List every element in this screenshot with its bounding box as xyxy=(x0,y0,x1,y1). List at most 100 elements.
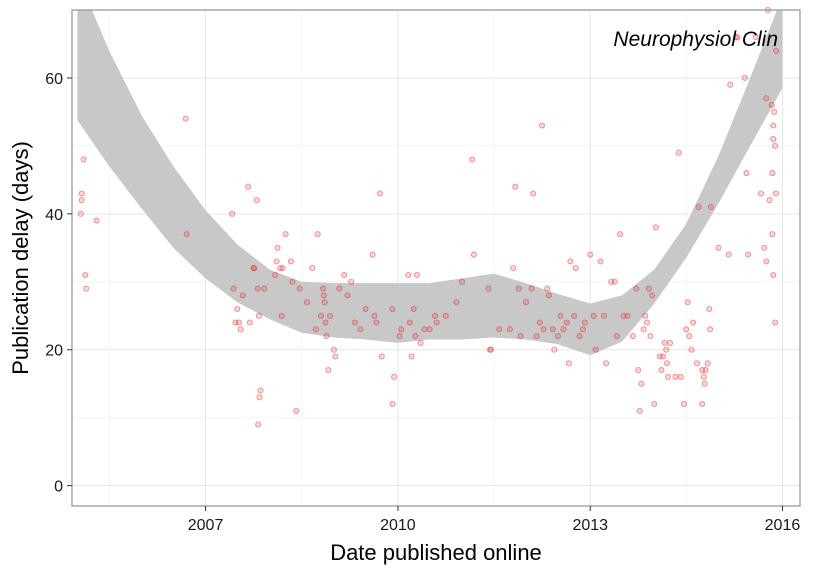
data-point xyxy=(650,293,655,298)
data-point xyxy=(434,320,439,325)
data-point xyxy=(529,286,534,291)
data-point xyxy=(422,327,427,332)
data-point xyxy=(390,306,395,311)
data-point xyxy=(546,293,551,298)
data-point xyxy=(79,198,84,203)
data-point xyxy=(258,388,263,393)
x-tick-label: 2010 xyxy=(380,517,416,534)
data-point xyxy=(646,286,651,291)
data-point xyxy=(773,191,778,196)
data-point xyxy=(630,334,635,339)
data-point xyxy=(541,327,546,332)
data-point xyxy=(81,157,86,162)
data-point xyxy=(321,293,326,298)
data-point xyxy=(407,320,412,325)
journal-annotation: Neurophysiol Clin xyxy=(613,28,778,51)
data-point xyxy=(313,327,318,332)
data-point xyxy=(255,286,260,291)
data-point xyxy=(580,327,585,332)
data-point xyxy=(531,191,536,196)
data-point xyxy=(333,354,338,359)
data-point xyxy=(577,334,582,339)
data-point xyxy=(324,334,329,339)
y-axis-title: Publication delay (days) xyxy=(8,141,33,375)
data-point xyxy=(390,402,395,407)
data-point xyxy=(337,286,342,291)
data-point xyxy=(294,408,299,413)
data-point xyxy=(676,150,681,155)
data-point xyxy=(238,327,243,332)
data-point xyxy=(349,279,354,284)
data-point xyxy=(705,361,710,366)
data-point xyxy=(726,252,731,257)
data-point xyxy=(358,327,363,332)
y-axis-ticks: 0204060 xyxy=(45,71,72,496)
data-point xyxy=(637,408,642,413)
data-point xyxy=(252,266,257,271)
data-point xyxy=(568,259,573,264)
y-tick-label: 20 xyxy=(45,343,63,360)
data-point xyxy=(593,347,598,352)
data-point xyxy=(694,361,699,366)
data-point xyxy=(236,320,241,325)
x-tick-label: 2016 xyxy=(765,517,801,534)
data-point xyxy=(566,361,571,366)
data-point xyxy=(370,252,375,257)
data-point xyxy=(707,306,712,311)
data-point xyxy=(773,143,778,148)
data-point xyxy=(673,374,678,379)
data-point xyxy=(235,306,240,311)
data-point xyxy=(643,313,648,318)
data-point xyxy=(653,225,658,230)
data-point xyxy=(290,279,295,284)
data-point xyxy=(634,286,639,291)
x-axis-title: Date published online xyxy=(330,540,542,565)
data-point xyxy=(443,313,448,318)
data-point xyxy=(564,320,569,325)
data-point xyxy=(345,293,350,298)
data-point xyxy=(257,395,262,400)
data-point xyxy=(183,116,188,121)
data-point xyxy=(331,347,336,352)
data-point xyxy=(363,306,368,311)
data-point xyxy=(310,266,315,271)
data-point xyxy=(184,232,189,237)
data-point xyxy=(274,259,279,264)
data-point xyxy=(392,374,397,379)
data-point xyxy=(701,374,706,379)
x-tick-label: 2013 xyxy=(572,517,608,534)
data-point xyxy=(315,232,320,237)
data-point xyxy=(352,320,357,325)
data-point xyxy=(625,313,630,318)
data-point xyxy=(406,272,411,277)
data-point xyxy=(689,347,694,352)
data-point xyxy=(652,402,657,407)
data-point xyxy=(379,354,384,359)
data-point xyxy=(372,313,377,318)
data-point xyxy=(246,184,251,189)
data-point xyxy=(288,259,293,264)
data-point xyxy=(94,218,99,223)
data-point xyxy=(552,347,557,352)
data-point xyxy=(545,286,550,291)
data-point xyxy=(728,82,733,87)
data-point xyxy=(230,211,235,216)
data-point xyxy=(641,327,646,332)
data-point xyxy=(534,334,539,339)
data-point xyxy=(588,252,593,257)
data-point xyxy=(682,402,687,407)
data-point xyxy=(247,320,252,325)
data-point xyxy=(374,320,379,325)
data-point xyxy=(523,300,528,305)
data-point xyxy=(256,422,261,427)
data-point xyxy=(665,374,670,379)
data-point xyxy=(561,327,566,332)
x-axis-ticks: 2007 2010 2013 2016 xyxy=(188,506,801,534)
data-point xyxy=(262,286,267,291)
data-point xyxy=(612,279,617,284)
data-point xyxy=(511,266,516,271)
data-point xyxy=(537,320,542,325)
data-point xyxy=(507,327,512,332)
data-point xyxy=(744,171,749,176)
